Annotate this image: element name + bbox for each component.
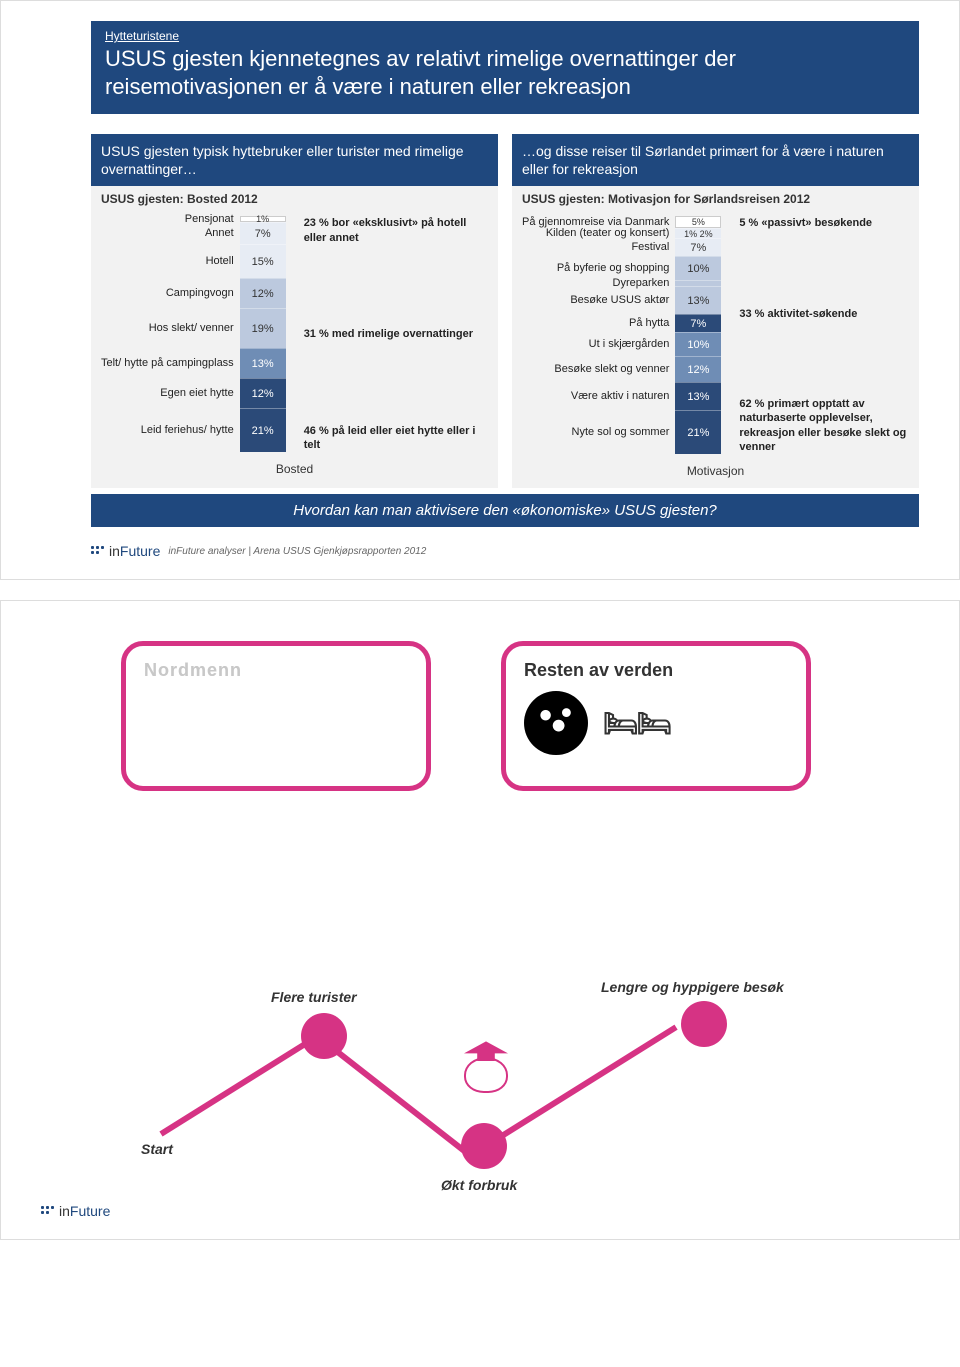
footer-source: inFuture inFuture analyser | Arena USUS … xyxy=(91,543,919,559)
annotation: 5 % «passivt» besøkende xyxy=(739,216,909,230)
right-panel-subtitle: USUS gjesten: Motivasjon for Sørlandsrei… xyxy=(512,186,919,210)
right-axis-label: Motivasjon xyxy=(512,464,919,478)
card-resten: Resten av verden 🛏🛏 xyxy=(501,641,811,791)
segment-label: På hytta xyxy=(629,314,669,332)
annotation: 46 % på leid eller eiet hytte eller i te… xyxy=(304,424,488,453)
left-panel-subtitle: USUS gjesten: Bosted 2012 xyxy=(91,186,498,210)
slide-1: Hytteturistene USUS gjesten kjennetegnes… xyxy=(0,0,960,580)
left-panel: USUS gjesten typisk hyttebruker eller tu… xyxy=(91,134,498,488)
beds-icon: 🛏🛏 xyxy=(603,707,670,740)
right-panel: …og disse reiser til Sørlandet primært f… xyxy=(512,134,919,488)
left-chart: PensjonatAnnetHotellCampingvognHos slekt… xyxy=(91,210,498,456)
segment-bar: 21% xyxy=(240,408,286,452)
segment-bar: 13% xyxy=(240,348,286,378)
label-lengre: Lengre og hyppigere besøk xyxy=(601,979,784,995)
title-block: Hytteturistene USUS gjesten kjennetegnes… xyxy=(91,21,919,114)
segment-label: Ut i skjærgården xyxy=(589,332,670,356)
right-panel-heading: …og disse reiser til Sørlandet primært f… xyxy=(512,134,919,186)
edge-2 xyxy=(319,1037,472,1159)
question-bar: Hvordan kan man aktivisere den «økonomis… xyxy=(91,494,919,527)
segment-label: Kilden (teater og konsert) xyxy=(546,228,670,238)
left-labels: PensjonatAnnetHotellCampingvognHos slekt… xyxy=(101,216,240,452)
slide-2: Nordmenn Resten av verden 🛏🛏 Start Flere… xyxy=(0,600,960,1240)
left-annotations: 23 % bor «eksklusivt» på hotell eller an… xyxy=(286,216,488,452)
annotation: 33 % aktivitet-søkende xyxy=(739,307,909,321)
annotation: 31 % med rimelige overnattinger xyxy=(304,327,488,341)
charts-row: USUS gjesten typisk hyttebruker eller tu… xyxy=(91,134,919,488)
label-flere: Flere turister xyxy=(271,989,357,1005)
card-nordmenn-title: Nordmenn xyxy=(144,660,408,681)
node-lengre xyxy=(681,1001,727,1047)
left-bars: 1%7%15%12%19%13%12%21% xyxy=(240,216,286,452)
left-panel-heading: USUS gjesten typisk hyttebruker eller tu… xyxy=(91,134,498,186)
segment-label: Leid feriehus/ hytte xyxy=(141,408,234,452)
segment-label: Hos slekt/ venner xyxy=(149,308,234,348)
infuture-logo: inFuture xyxy=(91,543,160,559)
segment-label: Være aktiv i naturen xyxy=(571,382,669,410)
segment-bar: 19% xyxy=(240,308,286,348)
infuture-logo-2: inFuture xyxy=(41,1203,110,1219)
card-resten-title: Resten av verden xyxy=(524,660,788,681)
logo-dots-icon xyxy=(91,544,105,558)
right-bars: 5%1% 2%7%10%13%7%10%12%13%21% xyxy=(675,216,721,454)
segment-bar: 10% xyxy=(675,256,721,280)
segment-bar: 5% xyxy=(675,216,721,228)
segment-bar: 13% xyxy=(675,286,721,314)
segment-bar: 12% xyxy=(240,378,286,408)
segment-bar: 10% xyxy=(675,332,721,356)
segment-bar: 7% xyxy=(675,238,721,256)
footer-logo-2: inFuture xyxy=(41,1203,110,1221)
right-annotations: 5 % «passivt» besøkende 33 % aktivitet-sø… xyxy=(721,216,909,454)
breadcrumb: Hytteturistene xyxy=(105,29,905,43)
segment-bar: 1% 2% xyxy=(675,228,721,238)
globe-row: 🛏🛏 xyxy=(524,691,788,760)
segment-bar: 13% xyxy=(675,382,721,410)
segment-label: Telt/ hytte på campingplass xyxy=(101,348,234,378)
globe-icon xyxy=(524,691,588,755)
segment-label: Nyte sol og sommer xyxy=(572,410,670,454)
left-axis-label: Bosted xyxy=(91,462,498,476)
annotation: 23 % bor «eksklusivt» på hotell eller an… xyxy=(304,216,488,245)
segment-bar: 7% xyxy=(240,222,286,244)
segment-label: Festival xyxy=(631,238,669,256)
mascot-icon xyxy=(451,1041,521,1093)
segment-label: Besøke USUS aktør xyxy=(570,286,669,314)
segment-label: Besøke slekt og venner xyxy=(554,356,669,382)
segment-bar: 7% xyxy=(675,314,721,332)
card-nordmenn: Nordmenn xyxy=(121,641,431,791)
segment-bar: 12% xyxy=(240,278,286,308)
node-okt xyxy=(461,1123,507,1169)
annotation: 62 % primært opptatt av naturbaserte opp… xyxy=(739,397,909,454)
right-chart: På gjennomreise via DanmarkKilden (teate… xyxy=(512,210,919,458)
segment-label: Hotell xyxy=(206,244,234,278)
segment-label: Annet xyxy=(205,222,234,244)
segment-bar: 21% xyxy=(675,410,721,454)
label-okt: Økt forbruk xyxy=(441,1177,517,1193)
label-start: Start xyxy=(141,1141,173,1157)
segment-bar: 12% xyxy=(675,356,721,382)
edge-1 xyxy=(159,1036,315,1136)
logo-dots-icon-2 xyxy=(41,1204,55,1218)
right-labels: På gjennomreise via DanmarkKilden (teate… xyxy=(522,216,675,454)
segment-label: Campingvogn xyxy=(166,278,234,308)
segment-label: Egen eiet hytte xyxy=(160,378,233,408)
segment-bar: 15% xyxy=(240,244,286,278)
page-title: USUS gjesten kjennetegnes av relativt ri… xyxy=(105,45,905,100)
source-text: inFuture analyser | Arena USUS Gjenkjøps… xyxy=(168,546,426,557)
